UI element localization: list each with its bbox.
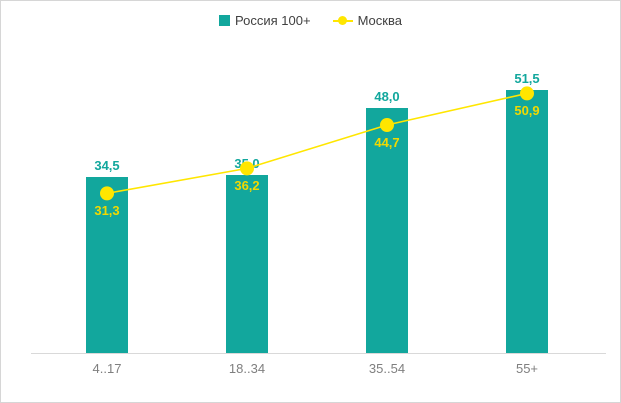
line-series-swatch-icon: [332, 15, 353, 26]
bar-series-swatch-icon: [219, 15, 231, 26]
bar-value-label: 51,5: [514, 71, 540, 87]
bar-18..34: [226, 174, 268, 353]
x-axis-category-label: 35..54: [368, 361, 406, 376]
bar-value-label: 48,0: [374, 89, 400, 105]
legend-item-bar-series: Россия 100+: [219, 13, 311, 28]
bar-4..17: [86, 177, 128, 353]
x-axis-category-label: 55+: [515, 361, 539, 376]
x-axis-line: [31, 353, 606, 354]
bar-value-label: 34,5: [94, 158, 120, 174]
bar-series-label: Россия 100+: [235, 13, 311, 28]
line-value-label: 36,2: [234, 178, 260, 194]
line-value-label: 44,7: [374, 135, 400, 151]
line-series-label: Москва: [357, 13, 402, 28]
legend-item-line-series: Москва: [332, 13, 402, 28]
bar-55+: [506, 90, 548, 353]
line-value-label: 31,3: [94, 203, 120, 219]
legend: Россия 100+ Москва: [1, 13, 620, 28]
line-value-label: 50,9: [514, 103, 540, 119]
line-path: [106, 92, 528, 195]
bar-value-label: 35,0: [234, 155, 260, 171]
x-axis-category-label: 4..17: [92, 361, 122, 376]
x-axis-category-label: 18..34: [228, 361, 266, 376]
